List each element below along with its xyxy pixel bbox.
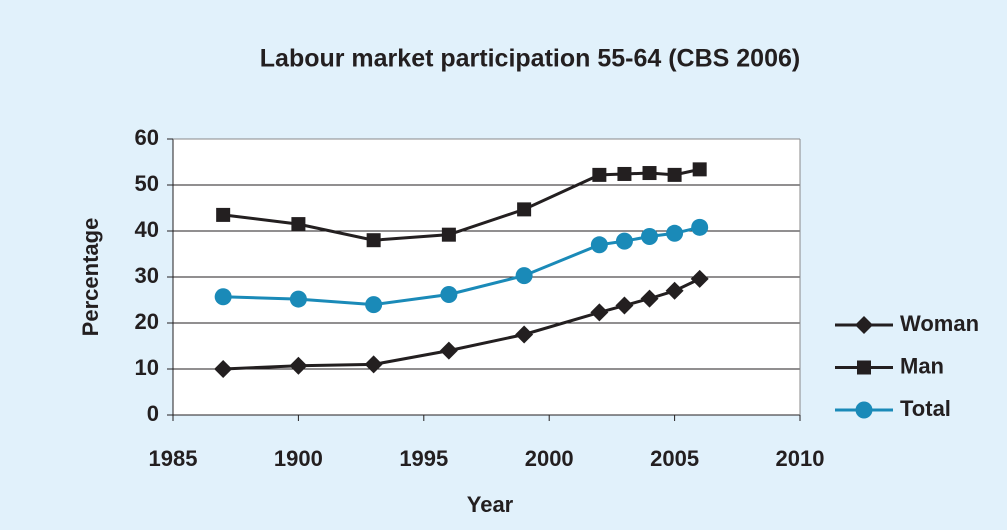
y-tick-label: 0 [147,401,159,426]
marker [517,202,532,217]
marker [441,227,456,242]
marker [515,267,533,285]
marker [439,341,458,360]
marker [365,296,383,314]
y-tick-label: 50 [135,171,159,196]
marker [692,162,707,177]
marker [364,355,383,374]
marker [440,285,458,303]
marker [592,167,607,182]
marker [366,233,381,248]
chart-title: Labour market participation 55-64 (CBS 2… [260,45,800,73]
marker [690,269,709,288]
x-tick-label: 2005 [650,446,699,471]
marker [216,207,231,222]
x-tick-label: 2000 [525,446,574,471]
marker [855,401,873,419]
legend-label: Total [900,396,951,421]
y-tick-label: 60 [135,125,159,150]
y-tick-label: 10 [135,355,159,380]
marker [291,217,306,232]
marker [615,232,633,250]
legend-label: Woman [900,311,979,336]
x-tick-label: 1900 [274,446,323,471]
y-tick-label: 30 [135,263,159,288]
marker [857,360,871,375]
marker [590,236,608,254]
marker [590,303,609,322]
series-line [223,277,701,371]
y-tick-label: 40 [135,217,159,242]
marker [665,281,684,300]
x-axis-label: Year [467,492,514,517]
y-axis-label: Percentage [78,218,103,337]
marker [515,325,534,344]
y-tick-label: 20 [135,309,159,334]
series-line [223,225,701,307]
marker [641,228,659,246]
x-tick-label: 1995 [399,446,448,471]
marker [640,289,659,308]
marker [615,296,634,315]
legend-label: Man [900,353,944,378]
marker [289,356,308,375]
marker [855,316,873,334]
series-line [222,167,701,242]
marker [289,290,307,308]
marker [617,166,632,181]
x-tick-label: 2010 [776,446,825,471]
marker [691,218,709,236]
marker [214,288,232,306]
marker [214,360,233,378]
marker [642,166,657,181]
x-tick-label: 1985 [149,446,198,471]
marker [667,167,682,182]
marker [666,224,684,242]
